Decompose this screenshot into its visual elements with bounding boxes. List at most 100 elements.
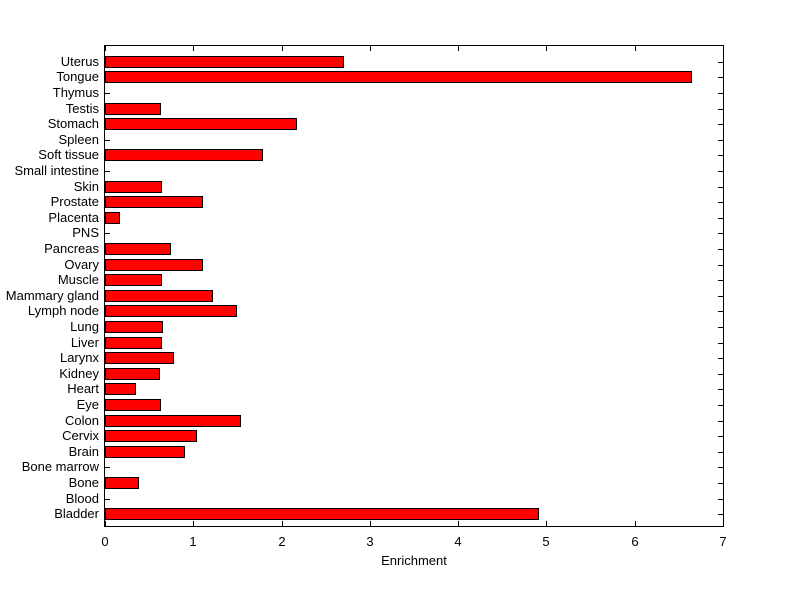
y-tick: [718, 62, 723, 63]
y-tick: [718, 265, 723, 266]
x-tick: [282, 521, 283, 526]
y-tick: [718, 467, 723, 468]
y-tick-label: Lung: [70, 319, 99, 334]
y-tick: [105, 467, 110, 468]
y-tick: [718, 514, 723, 515]
bar: [105, 196, 203, 208]
bar: [105, 383, 136, 395]
bar: [105, 430, 197, 442]
y-tick-label: Uterus: [60, 54, 99, 69]
y-tick-label: PNS: [72, 225, 99, 240]
x-tick-label: 7: [719, 534, 727, 549]
x-tick: [458, 46, 459, 51]
y-tick: [718, 218, 723, 219]
x-tick: [635, 521, 636, 526]
y-tick: [718, 436, 723, 437]
y-tick: [718, 311, 723, 312]
y-tick-label: Soft tissue: [38, 147, 99, 162]
y-tick: [718, 343, 723, 344]
y-tick-label: Mammary gland: [5, 288, 99, 303]
x-tick: [546, 46, 547, 51]
bar: [105, 181, 162, 193]
y-tick: [718, 405, 723, 406]
y-tick: [718, 187, 723, 188]
y-tick: [718, 249, 723, 250]
y-tick: [718, 171, 723, 172]
x-tick: [370, 46, 371, 51]
y-tick-label: Liver: [70, 335, 99, 350]
y-tick-label: Cervix: [62, 428, 99, 443]
bar: [105, 352, 174, 364]
bar: [105, 243, 171, 255]
y-tick-label: Stomach: [47, 116, 99, 131]
bar: [105, 305, 237, 317]
y-tick-label: Larynx: [59, 350, 99, 365]
y-tick: [718, 483, 723, 484]
y-tick: [718, 499, 723, 500]
y-tick: [718, 155, 723, 156]
x-tick: [458, 521, 459, 526]
x-tick-label: 2: [278, 534, 286, 549]
y-tick: [105, 140, 110, 141]
y-tick: [718, 77, 723, 78]
y-tick: [718, 374, 723, 375]
x-tick: [370, 521, 371, 526]
bar: [105, 103, 161, 115]
y-tick-label: Pancreas: [44, 241, 99, 256]
x-tick: [105, 46, 106, 51]
bar: [105, 71, 692, 83]
bar: [105, 149, 263, 161]
x-tick-label: 3: [366, 534, 374, 549]
bar: [105, 212, 120, 224]
y-tick: [718, 109, 723, 110]
y-tick-label: Bone marrow: [21, 459, 99, 474]
x-tick-label: 0: [101, 534, 109, 549]
bar: [105, 274, 162, 286]
bar: [105, 56, 344, 68]
y-tick-label: Bladder: [54, 506, 99, 521]
y-tick-label: Skin: [73, 179, 99, 194]
bar: [105, 337, 162, 349]
y-tick-label: Small intestine: [14, 163, 99, 178]
y-tick-label: Prostate: [50, 194, 99, 209]
y-tick-label: Kidney: [59, 366, 99, 381]
y-tick-label: Thymus: [52, 85, 99, 100]
bar: [105, 508, 539, 520]
y-tick-label: Blood: [65, 491, 99, 506]
bar: [105, 415, 241, 427]
y-tick: [718, 452, 723, 453]
bar: [105, 321, 163, 333]
x-tick: [193, 521, 194, 526]
x-tick: [105, 521, 106, 526]
y-tick: [718, 280, 723, 281]
y-tick: [718, 327, 723, 328]
y-tick: [105, 93, 110, 94]
y-tick: [718, 389, 723, 390]
y-tick: [718, 202, 723, 203]
y-tick-label: Brain: [68, 444, 99, 459]
bar: [105, 368, 160, 380]
y-tick-label: Bone: [68, 475, 99, 490]
y-tick-label: Ovary: [64, 257, 99, 272]
y-tick: [718, 93, 723, 94]
y-tick: [105, 233, 110, 234]
y-tick-label: Eye: [76, 397, 99, 412]
x-tick-label: 1: [189, 534, 197, 549]
bar: [105, 259, 203, 271]
x-tick-label: 5: [542, 534, 550, 549]
bar: [105, 477, 139, 489]
y-tick-label: Tongue: [56, 69, 99, 84]
y-tick: [718, 140, 723, 141]
y-tick-label: Muscle: [57, 272, 99, 287]
x-tick-label: 4: [454, 534, 462, 549]
x-tick: [723, 46, 724, 51]
x-tick-label: 6: [631, 534, 639, 549]
y-tick-label: Heart: [67, 381, 99, 396]
y-tick: [718, 421, 723, 422]
bar: [105, 290, 213, 302]
x-tick: [282, 46, 283, 51]
bar: [105, 118, 297, 130]
y-tick-label: Placenta: [48, 210, 99, 225]
y-tick-label: Spleen: [58, 132, 99, 147]
